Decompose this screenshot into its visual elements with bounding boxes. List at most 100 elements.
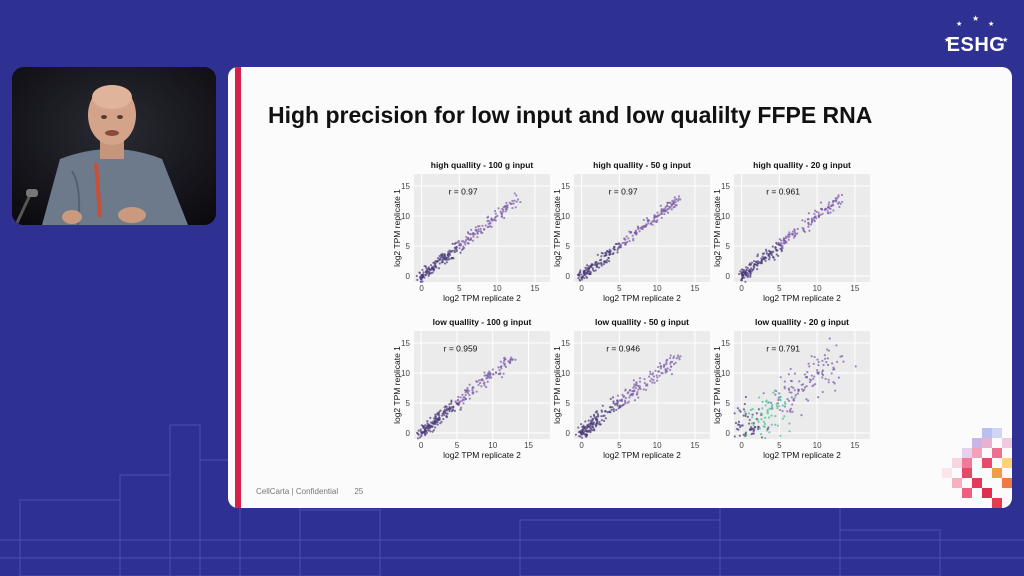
data-point bbox=[783, 405, 787, 408]
data-point bbox=[770, 405, 774, 408]
data-point bbox=[579, 279, 582, 282]
data-point bbox=[734, 421, 738, 425]
data-point bbox=[437, 259, 440, 262]
data-point bbox=[807, 362, 810, 365]
data-point bbox=[832, 368, 835, 371]
data-point bbox=[638, 377, 642, 380]
data-point bbox=[510, 356, 513, 359]
data-point bbox=[770, 423, 773, 426]
x-axis-label: log2 TPM replicate 2 bbox=[443, 293, 521, 303]
data-point bbox=[669, 362, 672, 365]
speaker-image bbox=[12, 67, 216, 225]
data-point bbox=[600, 415, 603, 418]
data-point bbox=[770, 254, 774, 257]
data-point bbox=[789, 367, 792, 371]
data-point bbox=[483, 384, 486, 387]
y-tick-label: 15 bbox=[401, 182, 410, 191]
data-point bbox=[434, 262, 437, 265]
y-tick-label: 5 bbox=[566, 399, 571, 408]
data-point bbox=[457, 239, 460, 243]
data-point bbox=[629, 394, 632, 397]
data-point bbox=[577, 276, 580, 280]
data-point bbox=[441, 414, 444, 417]
y-tick-label: 0 bbox=[406, 272, 411, 281]
data-point bbox=[772, 391, 775, 394]
data-point bbox=[801, 226, 804, 230]
data-point bbox=[443, 258, 446, 261]
data-point bbox=[459, 400, 462, 403]
data-point bbox=[736, 407, 739, 410]
data-point bbox=[519, 200, 522, 204]
data-point bbox=[515, 200, 518, 203]
scatter-plot: 0 5 10 15 0 5 10 15 high quallity - 20 g input r … bbox=[712, 160, 870, 303]
data-point bbox=[819, 213, 822, 216]
data-point bbox=[445, 415, 448, 418]
data-point bbox=[423, 432, 427, 435]
data-point bbox=[497, 366, 500, 369]
data-point bbox=[589, 429, 592, 432]
data-point bbox=[450, 250, 453, 253]
data-point bbox=[439, 422, 442, 425]
data-point bbox=[433, 422, 436, 425]
svg-text:★: ★ bbox=[956, 20, 962, 28]
y-axis-label: log2 TPM replicate 1 bbox=[712, 346, 722, 424]
data-point bbox=[610, 408, 613, 411]
data-point bbox=[591, 267, 595, 270]
data-point bbox=[787, 399, 791, 402]
data-point bbox=[590, 427, 593, 431]
data-point bbox=[819, 201, 823, 204]
data-point bbox=[507, 360, 510, 363]
data-point bbox=[803, 220, 807, 223]
data-point bbox=[434, 260, 437, 263]
data-point bbox=[494, 371, 498, 374]
data-point bbox=[616, 248, 619, 251]
data-point bbox=[854, 365, 857, 368]
data-point bbox=[663, 213, 666, 216]
data-point bbox=[473, 233, 477, 236]
svg-text:★: ★ bbox=[944, 36, 950, 44]
data-point bbox=[459, 243, 462, 246]
data-point bbox=[670, 204, 673, 207]
data-point bbox=[738, 409, 741, 412]
data-point bbox=[790, 396, 793, 399]
data-point bbox=[782, 242, 785, 245]
data-point bbox=[801, 219, 804, 222]
data-point bbox=[649, 372, 652, 376]
data-point bbox=[471, 239, 474, 242]
data-point bbox=[746, 266, 749, 270]
data-point bbox=[668, 205, 671, 208]
data-point bbox=[757, 408, 760, 411]
data-point bbox=[835, 344, 838, 347]
data-point bbox=[815, 217, 818, 220]
data-point bbox=[421, 275, 424, 279]
y-tick-label: 10 bbox=[721, 212, 730, 221]
data-point bbox=[740, 279, 743, 282]
data-point bbox=[468, 397, 471, 400]
data-point bbox=[678, 358, 681, 361]
data-point bbox=[669, 356, 672, 360]
data-point bbox=[741, 274, 744, 277]
data-point bbox=[439, 409, 442, 412]
data-point bbox=[787, 387, 790, 390]
data-point bbox=[612, 400, 615, 403]
data-point bbox=[761, 255, 764, 258]
data-point bbox=[596, 253, 599, 256]
data-point bbox=[422, 271, 425, 274]
data-point bbox=[470, 228, 473, 231]
data-point bbox=[784, 402, 787, 406]
data-point bbox=[747, 412, 751, 415]
data-point bbox=[755, 412, 758, 415]
data-point bbox=[653, 215, 657, 219]
data-point bbox=[821, 359, 824, 362]
data-point bbox=[783, 401, 787, 404]
data-point bbox=[741, 424, 744, 427]
data-point bbox=[757, 420, 760, 423]
y-tick-label: 5 bbox=[406, 242, 411, 251]
data-point bbox=[511, 206, 514, 210]
data-point bbox=[817, 364, 820, 367]
data-point bbox=[468, 238, 471, 242]
data-point bbox=[745, 268, 748, 271]
data-point bbox=[808, 229, 811, 232]
data-point bbox=[608, 251, 611, 254]
data-point bbox=[749, 272, 752, 275]
